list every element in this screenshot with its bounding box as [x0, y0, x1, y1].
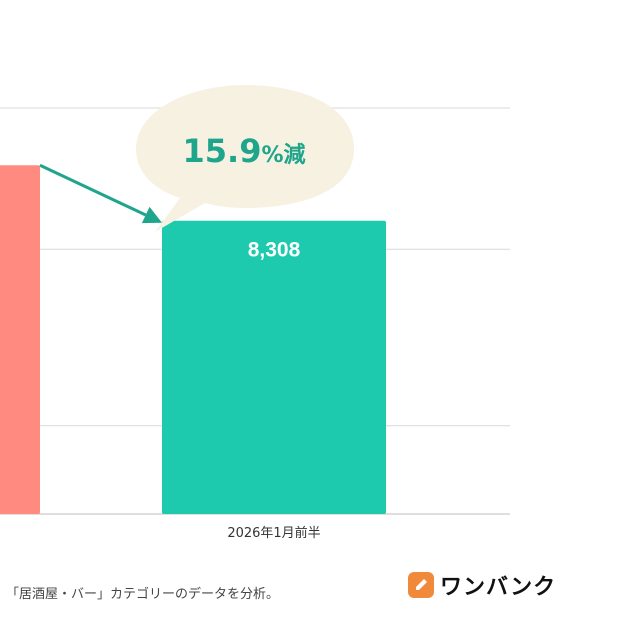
- footnote: 「居酒屋・バー」カテゴリーのデータを分析。: [6, 587, 280, 602]
- speech-bubble: [136, 85, 354, 232]
- bar-value-label-1: 8,308: [248, 239, 301, 262]
- decrease-arrow-line: [39, 163, 147, 217]
- bar-0: [0, 165, 40, 514]
- brand-logo: ワンバンク: [408, 569, 556, 601]
- annotation-text: 15.9%減: [183, 132, 306, 170]
- pencil-icon: [408, 572, 434, 598]
- annotation-value: 15.9: [183, 132, 262, 170]
- x-tick-label-1: 2026年1月前半: [227, 525, 320, 541]
- annotation-unit: %減: [261, 143, 305, 168]
- decrease-arrow-head: [141, 206, 162, 224]
- bar-1: [162, 220, 386, 515]
- logo-text: ワンバンク: [440, 575, 557, 600]
